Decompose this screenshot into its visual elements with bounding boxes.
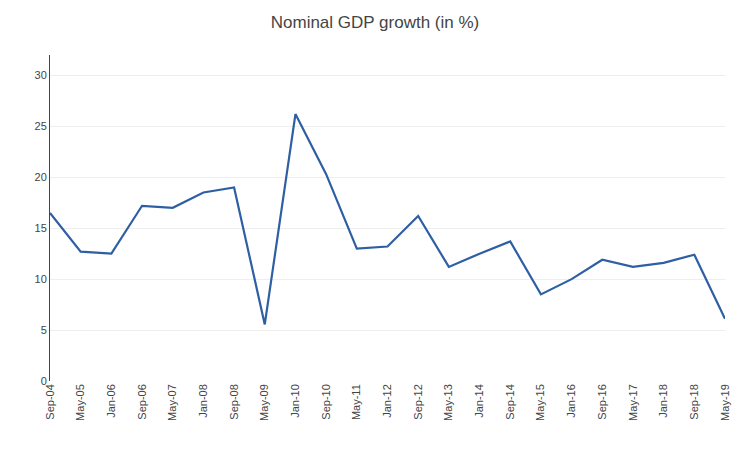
svg-text:May-13: May-13: [442, 384, 454, 421]
svg-text:0: 0: [41, 375, 47, 387]
svg-text:25: 25: [35, 120, 47, 132]
svg-text:May-19: May-19: [719, 384, 731, 421]
svg-text:Jan-10: Jan-10: [289, 384, 301, 418]
svg-text:Sep-04: Sep-04: [44, 384, 56, 419]
svg-text:Sep-16: Sep-16: [596, 384, 608, 419]
svg-text:Sep-10: Sep-10: [320, 384, 332, 419]
svg-text:20: 20: [35, 171, 47, 183]
svg-text:Sep-08: Sep-08: [228, 384, 240, 419]
svg-text:Jan-14: Jan-14: [473, 384, 485, 418]
svg-text:Jan-06: Jan-06: [105, 384, 117, 418]
svg-text:May-09: May-09: [258, 384, 270, 421]
svg-text:May-07: May-07: [166, 384, 178, 421]
svg-text:Jan-16: Jan-16: [565, 384, 577, 418]
svg-text:Jan-12: Jan-12: [381, 384, 393, 418]
svg-text:Sep-14: Sep-14: [504, 384, 516, 419]
svg-text:Jan-08: Jan-08: [197, 384, 209, 418]
svg-text:May-05: May-05: [74, 384, 86, 421]
svg-text:May-17: May-17: [627, 384, 639, 421]
svg-text:30: 30: [35, 69, 47, 81]
svg-text:5: 5: [41, 324, 47, 336]
svg-text:May-15: May-15: [534, 384, 546, 421]
svg-text:Sep-06: Sep-06: [136, 384, 148, 419]
svg-text:Nominal GDP growth (in %): Nominal GDP growth (in %): [271, 13, 479, 32]
svg-text:10: 10: [35, 273, 47, 285]
svg-text:May-11: May-11: [350, 384, 362, 420]
svg-text:Jan-18: Jan-18: [657, 384, 669, 418]
svg-text:15: 15: [35, 222, 47, 234]
svg-text:Sep-18: Sep-18: [688, 384, 700, 419]
svg-text:Sep-12: Sep-12: [412, 384, 424, 419]
